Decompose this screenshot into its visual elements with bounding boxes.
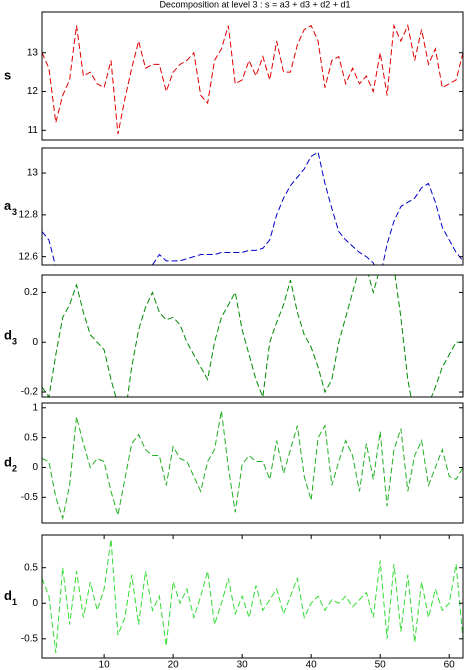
- signal-line: [42, 23, 463, 135]
- y-axis-label-subscript: 1: [12, 597, 17, 607]
- plot-area: [42, 410, 463, 521]
- y-tick-label: 1: [32, 402, 38, 413]
- y-axis-label-subscript: 3: [12, 336, 17, 346]
- y-axis-label: d: [4, 327, 12, 342]
- y-axis-label: d: [4, 588, 12, 603]
- y-axis-label: a: [4, 198, 12, 213]
- axes-box: [41, 11, 464, 141]
- y-tick-label: 0.5: [24, 562, 38, 573]
- plot-area: [42, 151, 463, 265]
- y-tick-label: 0: [32, 462, 38, 473]
- axes-box: [41, 274, 464, 398]
- y-tick-label: -0.5: [21, 492, 39, 503]
- x-tick-label: 50: [375, 660, 387, 670]
- axes-box: [41, 147, 464, 266]
- y-axis-label-subscript: 2: [12, 463, 17, 473]
- y-tick-label: 12.8: [19, 209, 39, 220]
- y-axis-label-subscript: 3: [12, 207, 17, 217]
- x-tick-label: 30: [237, 660, 249, 670]
- x-tick-label: 10: [99, 660, 111, 670]
- y-tick-label: 0.5: [24, 432, 38, 443]
- y-tick-label: 0: [32, 337, 38, 348]
- y-axis-label: d: [4, 454, 12, 469]
- y-axis-label: s: [4, 67, 11, 82]
- plot-area: [42, 539, 463, 654]
- y-tick-label: 0: [32, 598, 38, 609]
- y-tick-label: 13: [27, 168, 39, 179]
- signal-line: [42, 410, 463, 521]
- x-tick-label: 40: [306, 660, 318, 670]
- x-tick-label: 20: [168, 660, 180, 670]
- figure-title: Decomposition at level 3 : s = a3 + d3 +…: [159, 0, 350, 9]
- y-tick-label: 12: [27, 86, 39, 97]
- plot-area: [42, 275, 463, 397]
- axes-box: [41, 402, 464, 524]
- x-tick-label: 60: [444, 660, 456, 670]
- axes-box: [41, 534, 464, 659]
- plot-area: [42, 23, 463, 135]
- y-tick-label: 0.2: [24, 287, 38, 298]
- y-tick-label: -0.2: [21, 387, 39, 398]
- signal-line: [42, 151, 463, 265]
- y-tick-label: 13: [27, 47, 39, 58]
- y-tick-label: 11: [28, 125, 39, 136]
- signal-line: [42, 539, 463, 654]
- y-tick-label: 12.6: [19, 251, 39, 262]
- signal-line: [42, 275, 463, 397]
- y-tick-label: -0.5: [21, 633, 39, 644]
